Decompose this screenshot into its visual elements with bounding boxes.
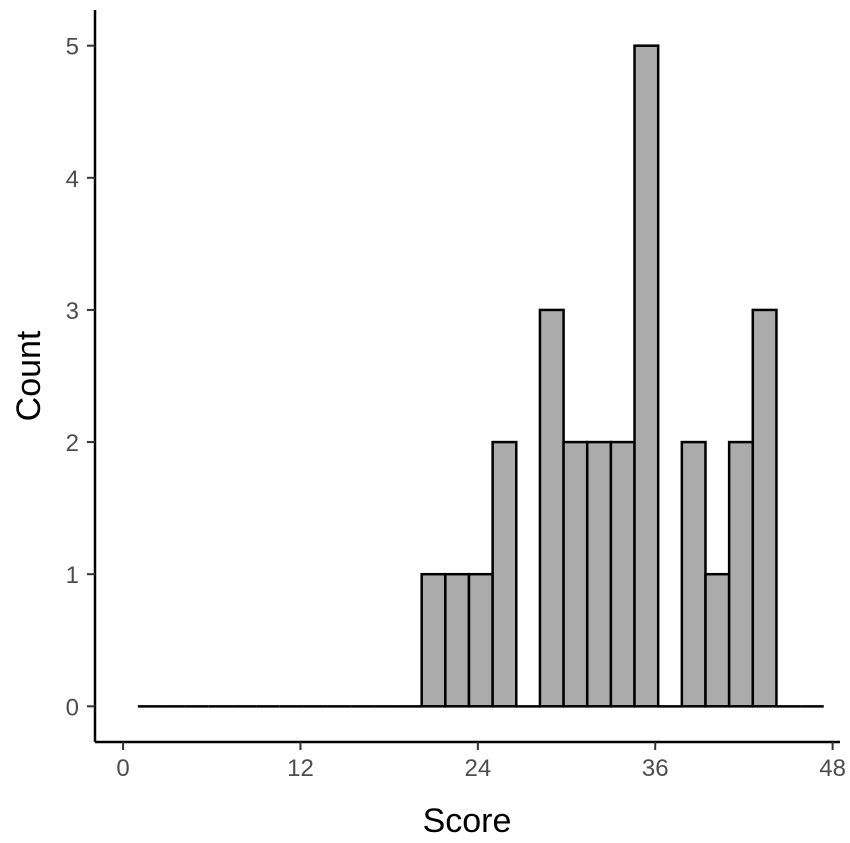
y-axis-title: Count <box>10 330 48 421</box>
x-tick-label: 48 <box>819 755 846 782</box>
bar-12 <box>420 572 447 708</box>
y-tick-label: 2 <box>66 430 79 457</box>
bar-13 <box>444 572 471 708</box>
bar-14 <box>467 572 494 708</box>
x-tick-label: 36 <box>642 755 669 782</box>
bars-layer <box>137 44 824 708</box>
x-ticks: 0 12 24 36 48 <box>116 742 846 782</box>
bar-24 <box>704 572 731 708</box>
bar-25 <box>727 440 755 708</box>
x-tick-label: 0 <box>116 755 129 782</box>
bar-21 <box>633 44 660 708</box>
y-tick-label: 5 <box>66 34 79 61</box>
x-tick-label: 24 <box>464 755 491 782</box>
bar-18 <box>562 440 589 708</box>
y-tick-label: 4 <box>66 166 79 193</box>
bar-17 <box>538 308 565 708</box>
bar-26 <box>751 308 778 708</box>
bar-20 <box>609 440 636 708</box>
y-tick-label: 3 <box>66 298 79 325</box>
bar-15 <box>491 440 518 708</box>
x-tick-label: 12 <box>287 755 314 782</box>
y-tick-label: 1 <box>66 562 79 589</box>
y-ticks: 0 1 2 3 4 5 <box>66 34 95 721</box>
bar-23 <box>680 440 707 708</box>
bar-19 <box>585 440 613 708</box>
y-tick-label: 0 <box>66 694 79 721</box>
x-axis-title: Score <box>423 802 512 840</box>
